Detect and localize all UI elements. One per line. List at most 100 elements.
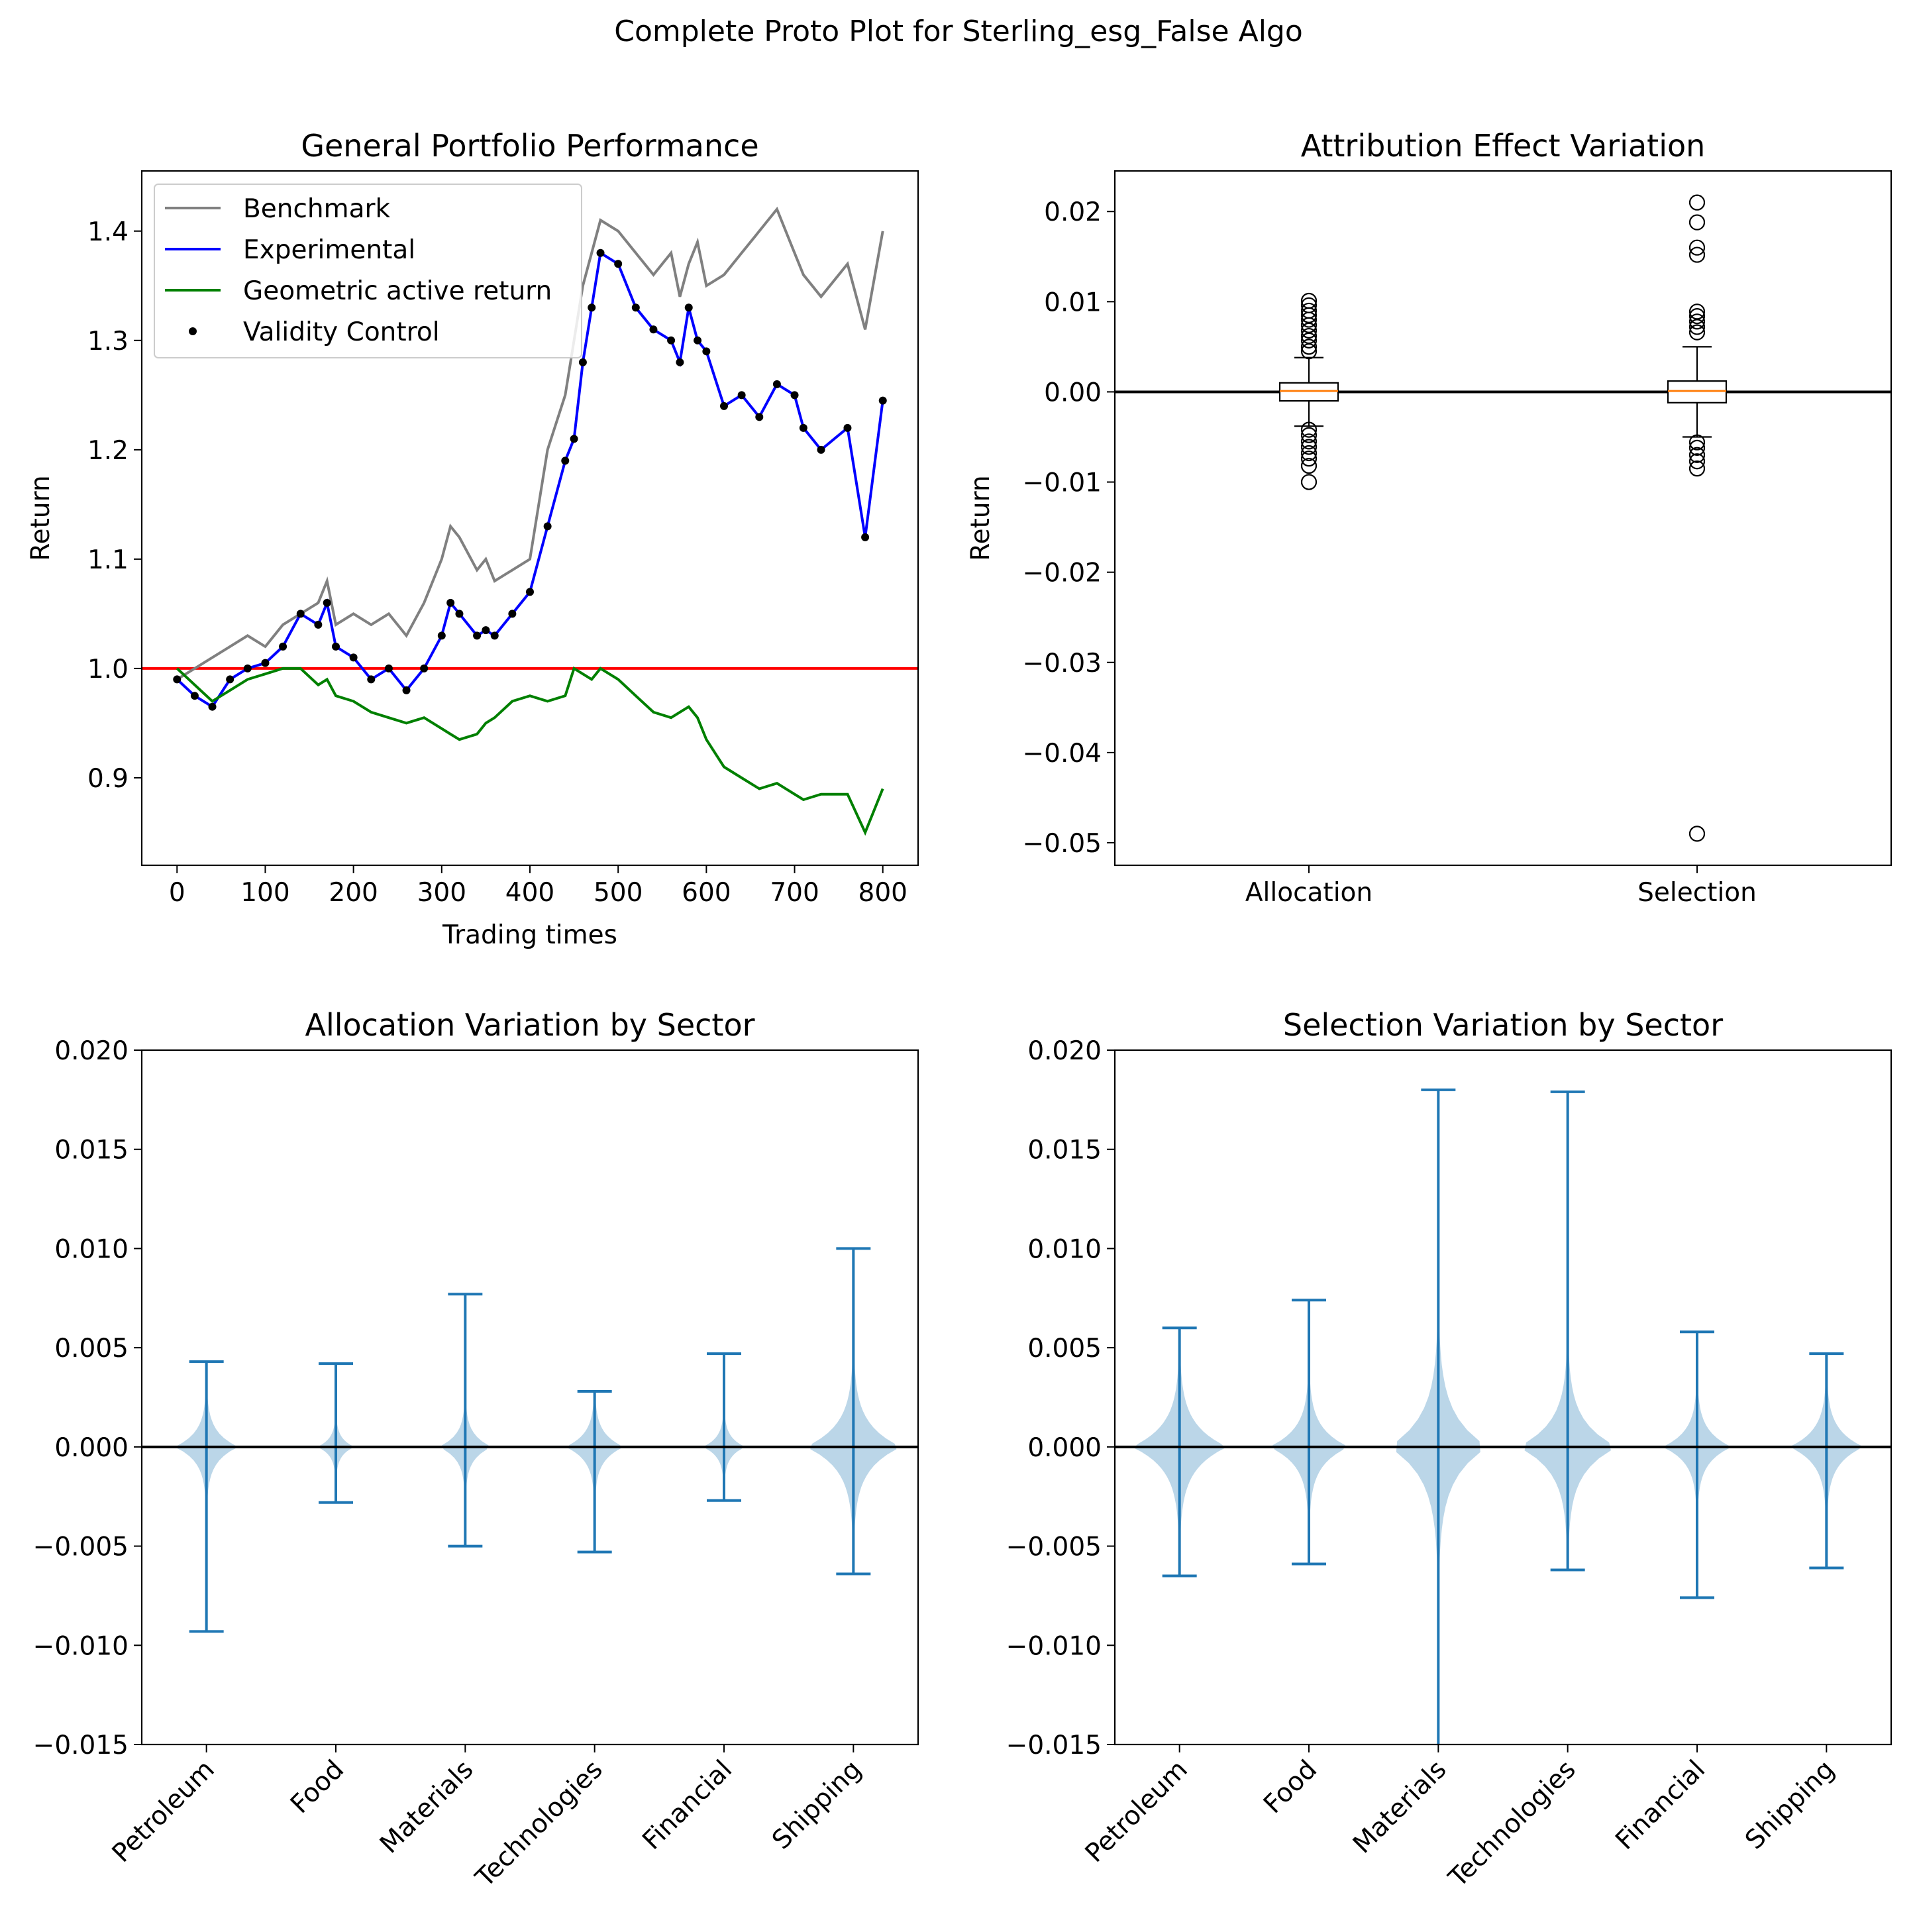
box-outlier (1688, 453, 1706, 470)
box-outlier (1688, 214, 1706, 231)
validity-point (473, 631, 482, 640)
box-outlier (1300, 322, 1318, 339)
validity-point (588, 303, 596, 312)
validity-point (561, 456, 570, 465)
y-tick-label: −0.005 (33, 1532, 129, 1562)
validity-point (482, 626, 490, 635)
y-tick-label: −0.05 (1022, 829, 1102, 859)
y-tick-label: 1.3 (87, 327, 129, 356)
validity-point (543, 522, 552, 531)
validity-point (596, 248, 605, 257)
validity-point (208, 702, 217, 711)
box-outlier (1300, 445, 1318, 462)
y-tick-label: 0.020 (1027, 1036, 1102, 1066)
y-tick-label: 0.010 (1027, 1234, 1102, 1264)
validity-point (861, 533, 870, 541)
box-outlier (1300, 317, 1318, 333)
validity-point (402, 686, 411, 694)
box-outlier (1688, 246, 1706, 263)
box-outlier (1300, 327, 1318, 345)
box-outlier (1688, 239, 1706, 256)
validity-point (649, 325, 658, 334)
axes-title: Selection Variation by Sector (1283, 1007, 1723, 1043)
box-outlier (1688, 194, 1706, 211)
x-tick-label: 600 (682, 878, 731, 908)
x-tick-label: 200 (329, 878, 378, 908)
y-tick-label: 0.005 (1027, 1334, 1102, 1364)
box-outlier (1300, 474, 1318, 490)
y-tick-label: 0.020 (54, 1036, 129, 1066)
legend-swatch (189, 327, 197, 335)
validity-point (790, 391, 799, 400)
y-tick-label: −0.01 (1022, 468, 1102, 498)
box-outlier (1300, 451, 1318, 467)
series-line-geometric-active-return (176, 666, 884, 836)
axes-frame (1114, 170, 1892, 867)
y-tick-label: −0.015 (33, 1731, 129, 1760)
y-tick-label: −0.005 (1006, 1532, 1102, 1562)
series-line-benchmark (176, 206, 884, 681)
y-axis-label: Return (966, 475, 996, 561)
y-tick-label: 0.015 (1027, 1136, 1102, 1165)
validity-point (737, 391, 746, 400)
legend-label: Experimental (243, 235, 415, 265)
validity-point (694, 336, 702, 345)
x-tick-label: 100 (240, 878, 289, 908)
validity-point (243, 664, 252, 672)
box-outlier (1300, 311, 1318, 328)
validity-point (314, 620, 323, 629)
validity-point (190, 692, 199, 700)
validity-point (332, 642, 340, 651)
y-tick-label: 0.015 (54, 1136, 129, 1165)
y-tick-label: 0.005 (54, 1334, 129, 1364)
box-outlier (1300, 439, 1318, 455)
axes-frame (140, 1049, 919, 1746)
validity-point (684, 303, 693, 312)
legend-label: Geometric active return (243, 276, 552, 306)
validity-point (667, 336, 676, 345)
x-axis-label: Trading times (442, 920, 617, 950)
y-axis-label: Return (26, 475, 56, 561)
box-outlier (1688, 434, 1706, 451)
validity-point (526, 588, 534, 596)
box-outlier (1688, 439, 1706, 456)
validity-point (843, 423, 852, 432)
y-tick-label: 0.000 (54, 1433, 129, 1463)
legend-label: Validity Control (243, 317, 440, 347)
box-outlier (1688, 303, 1706, 320)
validity-point (323, 598, 331, 607)
y-tick-label: 0.000 (1027, 1433, 1102, 1463)
x-tick-label: Allocation (1245, 878, 1373, 908)
y-tick-label: 0.010 (54, 1234, 129, 1264)
validity-point (817, 445, 825, 454)
y-tick-label: −0.02 (1022, 559, 1102, 588)
box-outlier (1300, 433, 1318, 450)
validity-point (420, 664, 429, 672)
x-tick-label: 800 (858, 878, 907, 908)
x-tick-label: 0 (169, 878, 185, 908)
portfolio-performance-chart: General Portfolio Performance 0.9 1.0 1.1 1.… (26, 128, 919, 950)
axes-frame (1114, 1049, 1892, 1746)
validity-point (261, 659, 270, 667)
validity-point (631, 303, 640, 312)
validity-point (702, 347, 711, 356)
legend-box (154, 184, 582, 358)
y-tick-label: 1.2 (87, 436, 129, 466)
y-tick-label: 0.02 (1044, 197, 1102, 227)
box-outlier (1300, 427, 1318, 443)
validity-point (570, 435, 578, 443)
axes-title: General Portfolio Performance (301, 128, 758, 164)
validity-point (490, 631, 499, 640)
box-outlier (1300, 421, 1318, 438)
x-tick-label: 500 (594, 878, 643, 908)
y-tick-label: 0.9 (87, 764, 129, 794)
box-outlier (1688, 324, 1706, 341)
validity-point (279, 642, 287, 651)
validity-point (578, 358, 587, 366)
y-tick-label: 1.4 (87, 217, 129, 247)
box-outlier (1688, 447, 1706, 463)
x-tick-label: Selection (1637, 878, 1757, 908)
box-outlier (1688, 460, 1706, 477)
attribution-boxplot-chart: Attribution Effect Variation Allocation Se… (966, 128, 1892, 908)
validity-point (296, 610, 305, 618)
